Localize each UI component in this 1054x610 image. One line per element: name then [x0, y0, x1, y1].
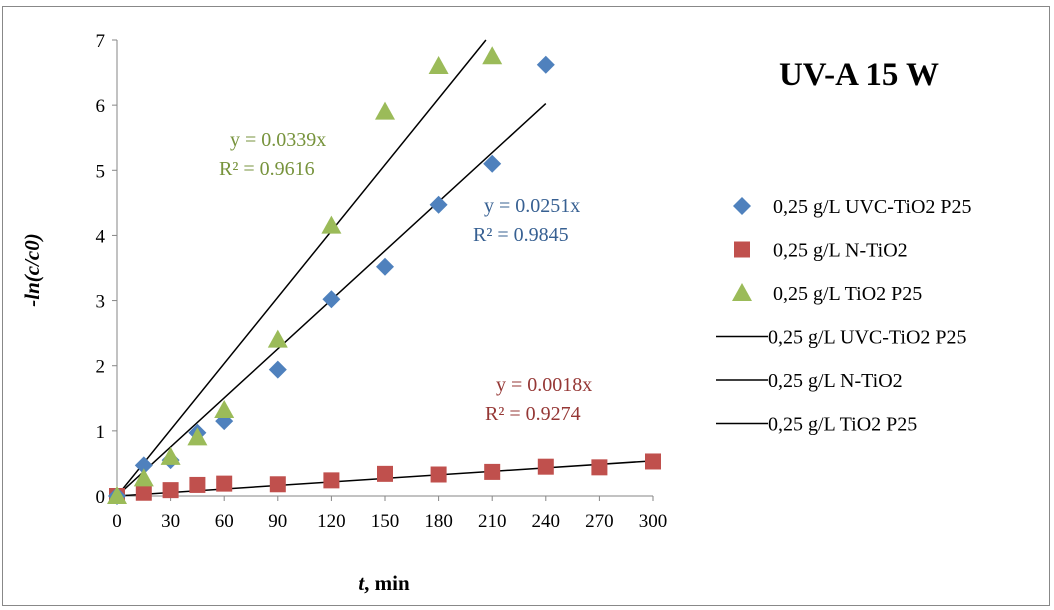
point-triangle — [107, 486, 127, 504]
legend: 0,25 g/L UVC-TiO2 P25 0,25 g/L N-TiO2 0,25… — [716, 196, 972, 436]
point-square — [216, 475, 233, 492]
point-square — [591, 459, 608, 476]
point-square — [135, 484, 152, 501]
x-tick-label: 180 — [424, 511, 453, 532]
x-tick-label: 30 — [161, 511, 180, 532]
annotation-uvc-eq: y = 0.0251x — [484, 195, 580, 217]
point-triangle — [428, 56, 449, 75]
point-diamond — [536, 55, 555, 74]
point-square — [189, 476, 206, 493]
x-tick-label: 300 — [639, 511, 668, 532]
legend-label: 0,25 g/L N-TiO2 — [768, 370, 903, 392]
point-triangle — [482, 46, 503, 65]
y-tick-label: 4 — [96, 226, 106, 247]
y-tick-label: 1 — [96, 422, 106, 443]
x-tick-label: 270 — [585, 511, 614, 532]
point-triangle — [214, 400, 235, 419]
x-tick-label: 210 — [478, 511, 507, 532]
legend-label: 0,25 g/L N-TiO2 — [773, 240, 908, 262]
point-triangle — [133, 468, 154, 487]
x-tick-label: 60 — [215, 511, 234, 532]
point-square — [484, 463, 501, 480]
x-tick-label: 240 — [532, 511, 561, 532]
point-diamond — [268, 360, 287, 379]
point-square — [162, 482, 179, 499]
legend-label: 0,25 g/L TiO2 P25 — [768, 414, 917, 436]
annotation-tio2-eq: y = 0.0339x — [230, 129, 326, 151]
point-square — [377, 465, 393, 482]
point-square — [537, 458, 554, 475]
y-tick-label: 2 — [96, 357, 106, 378]
point-square — [430, 466, 447, 483]
legend-label: 0,25 g/L UVC-TiO2 P25 — [773, 196, 972, 218]
y-tick-label: 6 — [96, 96, 106, 117]
point-triangle — [187, 427, 208, 446]
x-axis-title-var: t — [358, 571, 365, 595]
annotation-ntio2-eq: y = 0.0018x — [496, 374, 592, 396]
annotation-ntio2-r2: R² = 0.9274 — [485, 403, 581, 425]
y-ticks: 0 1 2 3 4 5 6 7 — [96, 31, 117, 508]
legend-square-icon — [734, 241, 750, 258]
point-square — [323, 472, 340, 489]
point-triangle — [160, 446, 181, 465]
point-diamond — [376, 257, 394, 276]
x-axis-title: t, min — [358, 571, 410, 595]
y-tick-label: 3 — [96, 292, 106, 313]
point-diamond — [429, 195, 448, 214]
chart-title: UV-A 15 W — [779, 57, 939, 93]
chart-frame — [2, 6, 1050, 606]
x-tick-label: 0 — [112, 511, 122, 532]
point-square — [645, 453, 661, 470]
y-tick-label: 7 — [96, 31, 106, 52]
annotation-tio2-r2: R² = 0.9616 — [219, 158, 315, 180]
point-triangle — [321, 215, 342, 234]
point-square — [269, 476, 286, 493]
data-points — [107, 46, 661, 505]
trendline-2 — [116, 39, 487, 497]
x-ticks: 0 30 60 90 120 150 180 210 240 270 300 — [112, 496, 667, 532]
annotation-uvc-r2: R² = 0.9845 — [473, 224, 569, 246]
y-tick-label: 0 — [96, 487, 106, 508]
legend-label: 0,25 g/L UVC-TiO2 P25 — [768, 327, 967, 349]
point-triangle — [375, 101, 395, 120]
point-triangle — [267, 329, 288, 348]
legend-label: 0,25 g/L TiO2 P25 — [773, 283, 922, 305]
legend-triangle-icon — [732, 283, 752, 301]
x-tick-label: 90 — [268, 511, 287, 532]
x-tick-label: 150 — [371, 511, 400, 532]
x-tick-label: 120 — [317, 511, 346, 532]
legend-diamond-icon — [733, 197, 751, 215]
point-diamond — [134, 456, 153, 475]
y-tick-label: 5 — [96, 161, 106, 182]
y-axis-title: -ln(c/c0) — [20, 233, 44, 306]
x-axis-title-unit: , min — [364, 571, 410, 595]
point-diamond — [322, 290, 341, 309]
point-diamond — [483, 154, 502, 173]
